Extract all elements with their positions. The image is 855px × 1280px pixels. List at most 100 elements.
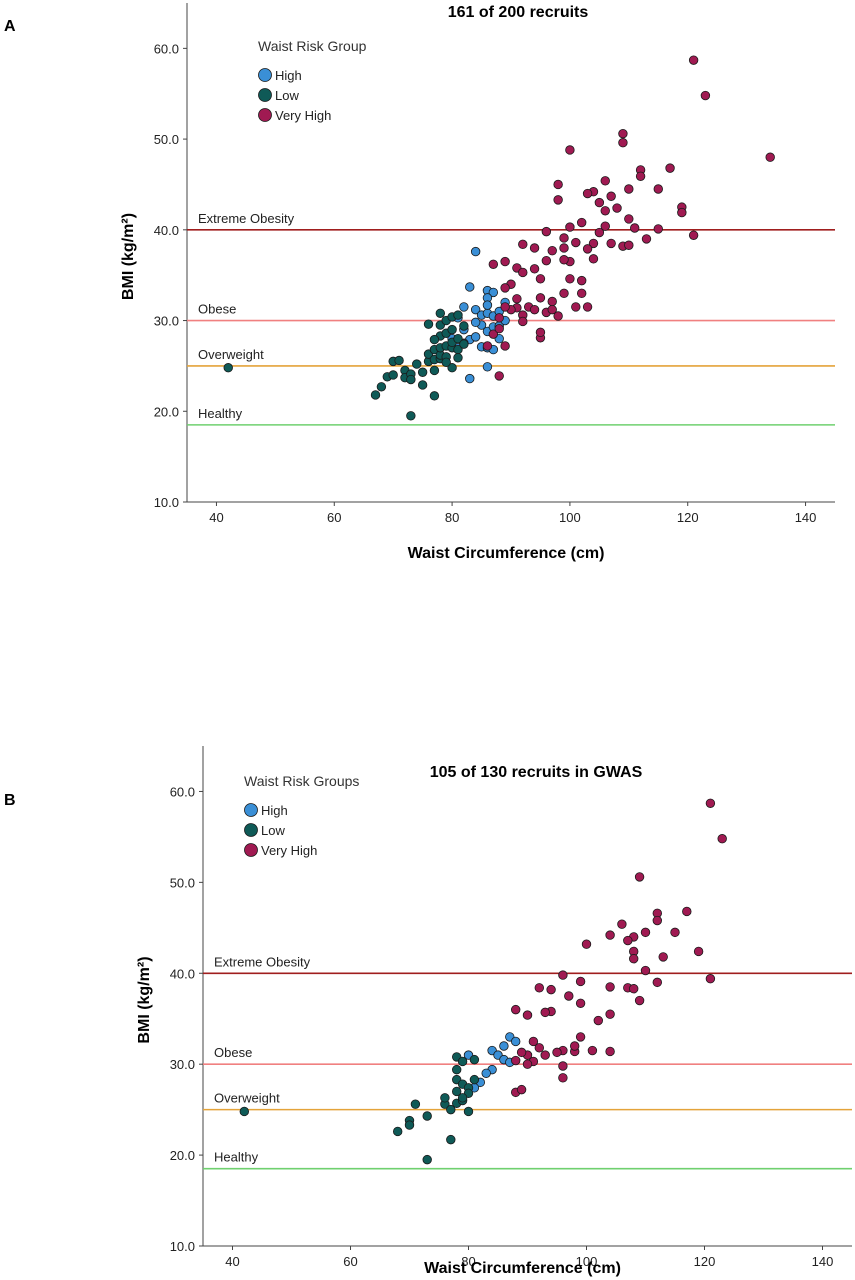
data-point-very-high [670,927,680,938]
data-point-very-high [571,237,581,248]
data-point-very-high [535,274,546,284]
data-point-very-high [618,128,628,139]
data-point-very-high [488,329,499,339]
data-point-very-high [658,952,668,962]
data-point-low [393,1126,403,1137]
y-tick-label: 50.0 [154,132,179,147]
x-tick-label: 80 [461,1254,475,1269]
reference-line-label: Healthy [214,1150,259,1165]
legend: Waist Risk Groups High Low Very High [244,773,359,858]
data-point-high [511,1036,521,1047]
data-point-low [429,391,440,401]
chart-title: 105 of 130 recruits in GWAS [430,764,643,781]
data-point-very-high [588,254,599,264]
data-point-low [388,370,398,380]
data-point-very-high [494,313,504,323]
data-point-very-high [641,234,652,244]
data-point-very-high [518,267,528,278]
data-point-high [465,282,475,292]
data-point-very-high [624,214,634,224]
data-point-very-high [558,1073,568,1083]
data-point-very-high [559,255,569,265]
data-point-very-high [688,55,699,65]
data-point-high [488,287,499,298]
data-point-low [457,1093,468,1103]
data-point-very-high [522,1010,533,1020]
data-point-very-high [511,1004,521,1015]
data-point-very-high [518,239,528,250]
y-tick-label: 30.0 [170,1057,195,1072]
data-point-very-high [576,288,587,299]
data-point-very-high [500,283,510,293]
data-point-very-high [600,176,610,186]
data-point-low [463,1106,474,1117]
data-point-very-high [606,238,616,249]
x-tick-label: 140 [795,510,817,525]
data-point-very-high [559,288,569,299]
y-tick-label: 50.0 [170,875,195,890]
data-point-very-high [682,906,692,917]
data-point-very-high [529,264,540,274]
data-point-very-high [559,233,569,243]
data-point-very-high [518,316,528,327]
data-point-very-high [494,324,504,334]
data-point-very-high [624,184,634,194]
data-point-very-high [565,274,575,284]
data-point-very-high [677,207,687,218]
data-point-very-high [488,259,499,269]
data-point-very-high [588,238,599,249]
data-point-very-high [529,304,540,315]
y-tick-label: 40.0 [170,966,195,981]
legend-item-label: High [261,803,288,818]
data-point-very-high [605,930,615,940]
data-point-very-high [559,243,569,253]
x-tick-label: 80 [445,510,459,525]
data-point-low [440,1093,450,1103]
data-point-very-high [717,834,727,844]
panel-label: B [4,792,16,809]
legend-item-label: Very High [261,843,317,858]
data-point-low [469,1074,480,1085]
chart-title: 161 of 200 recruits [448,4,589,21]
data-point-very-high [634,995,645,1006]
x-tick-label: 120 [677,510,699,525]
data-point-very-high [600,221,610,231]
data-point-low [452,1086,462,1097]
x-tick-label: 60 [327,510,341,525]
reference-line-label: Healthy [198,406,243,421]
data-point-very-high [565,222,575,232]
data-point-low [394,355,404,366]
data-point-high [482,362,493,372]
reference-line-label: Overweight [214,1091,280,1106]
data-point-very-high [534,1043,545,1053]
data-point-very-high [540,1050,550,1060]
data-point-very-high [581,939,592,949]
data-point-very-high [606,191,616,201]
data-point-very-high [653,224,663,234]
y-tick-label: 30.0 [154,314,179,329]
reference-line-label: Obese [214,1045,252,1060]
data-point-very-high [624,240,634,250]
data-point-very-high [500,341,510,351]
data-point-very-high [541,226,552,237]
data-point-very-high [535,327,546,338]
data-point-low [412,359,422,369]
legend-item-label: High [275,68,302,83]
data-point-low [370,390,381,400]
data-point-very-high [623,935,633,946]
data-point-very-high [500,302,510,312]
data-point-low [223,363,233,373]
data-point-low [447,324,457,335]
y-tick-label: 10.0 [170,1239,195,1254]
data-point-low [446,1104,456,1115]
data-point-low [469,1054,480,1065]
data-point-low [404,1120,415,1130]
data-point-low [429,365,440,376]
data-point-very-high [688,230,699,240]
data-point-high [465,373,475,384]
data-point-very-high [582,244,593,254]
data-point-very-high [575,998,586,1008]
data-point-very-high [575,976,586,987]
data-point-low [417,367,428,377]
data-point-very-high [693,946,704,957]
